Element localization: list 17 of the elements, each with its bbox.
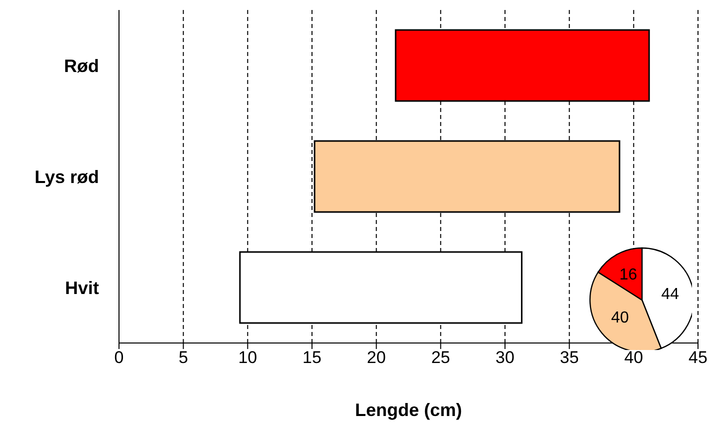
data-label: 16 xyxy=(619,266,638,284)
x-tick-label: 10 xyxy=(238,348,258,368)
data-label: 44 xyxy=(661,286,680,304)
x-tick-label: 25 xyxy=(431,348,450,368)
y-tick-label: Hvit xyxy=(64,278,99,298)
data-label: 40 xyxy=(611,310,629,327)
x-tick-label: 40 xyxy=(624,348,644,368)
x-tick-label: 15 xyxy=(302,348,322,368)
x-axis-title: Lengde (cm) xyxy=(354,400,462,420)
y-tick-label: Rød xyxy=(64,56,99,76)
x-tick-label: 35 xyxy=(560,348,579,368)
x-tick-label: 5 xyxy=(178,348,188,368)
x-tick-label: 30 xyxy=(496,348,514,368)
x-tick-label: 20 xyxy=(366,348,386,368)
y-tick-label: Lys rød xyxy=(34,166,99,187)
x-tick-label: 0 xyxy=(114,348,124,368)
x-tick-label: 45 xyxy=(688,348,708,368)
